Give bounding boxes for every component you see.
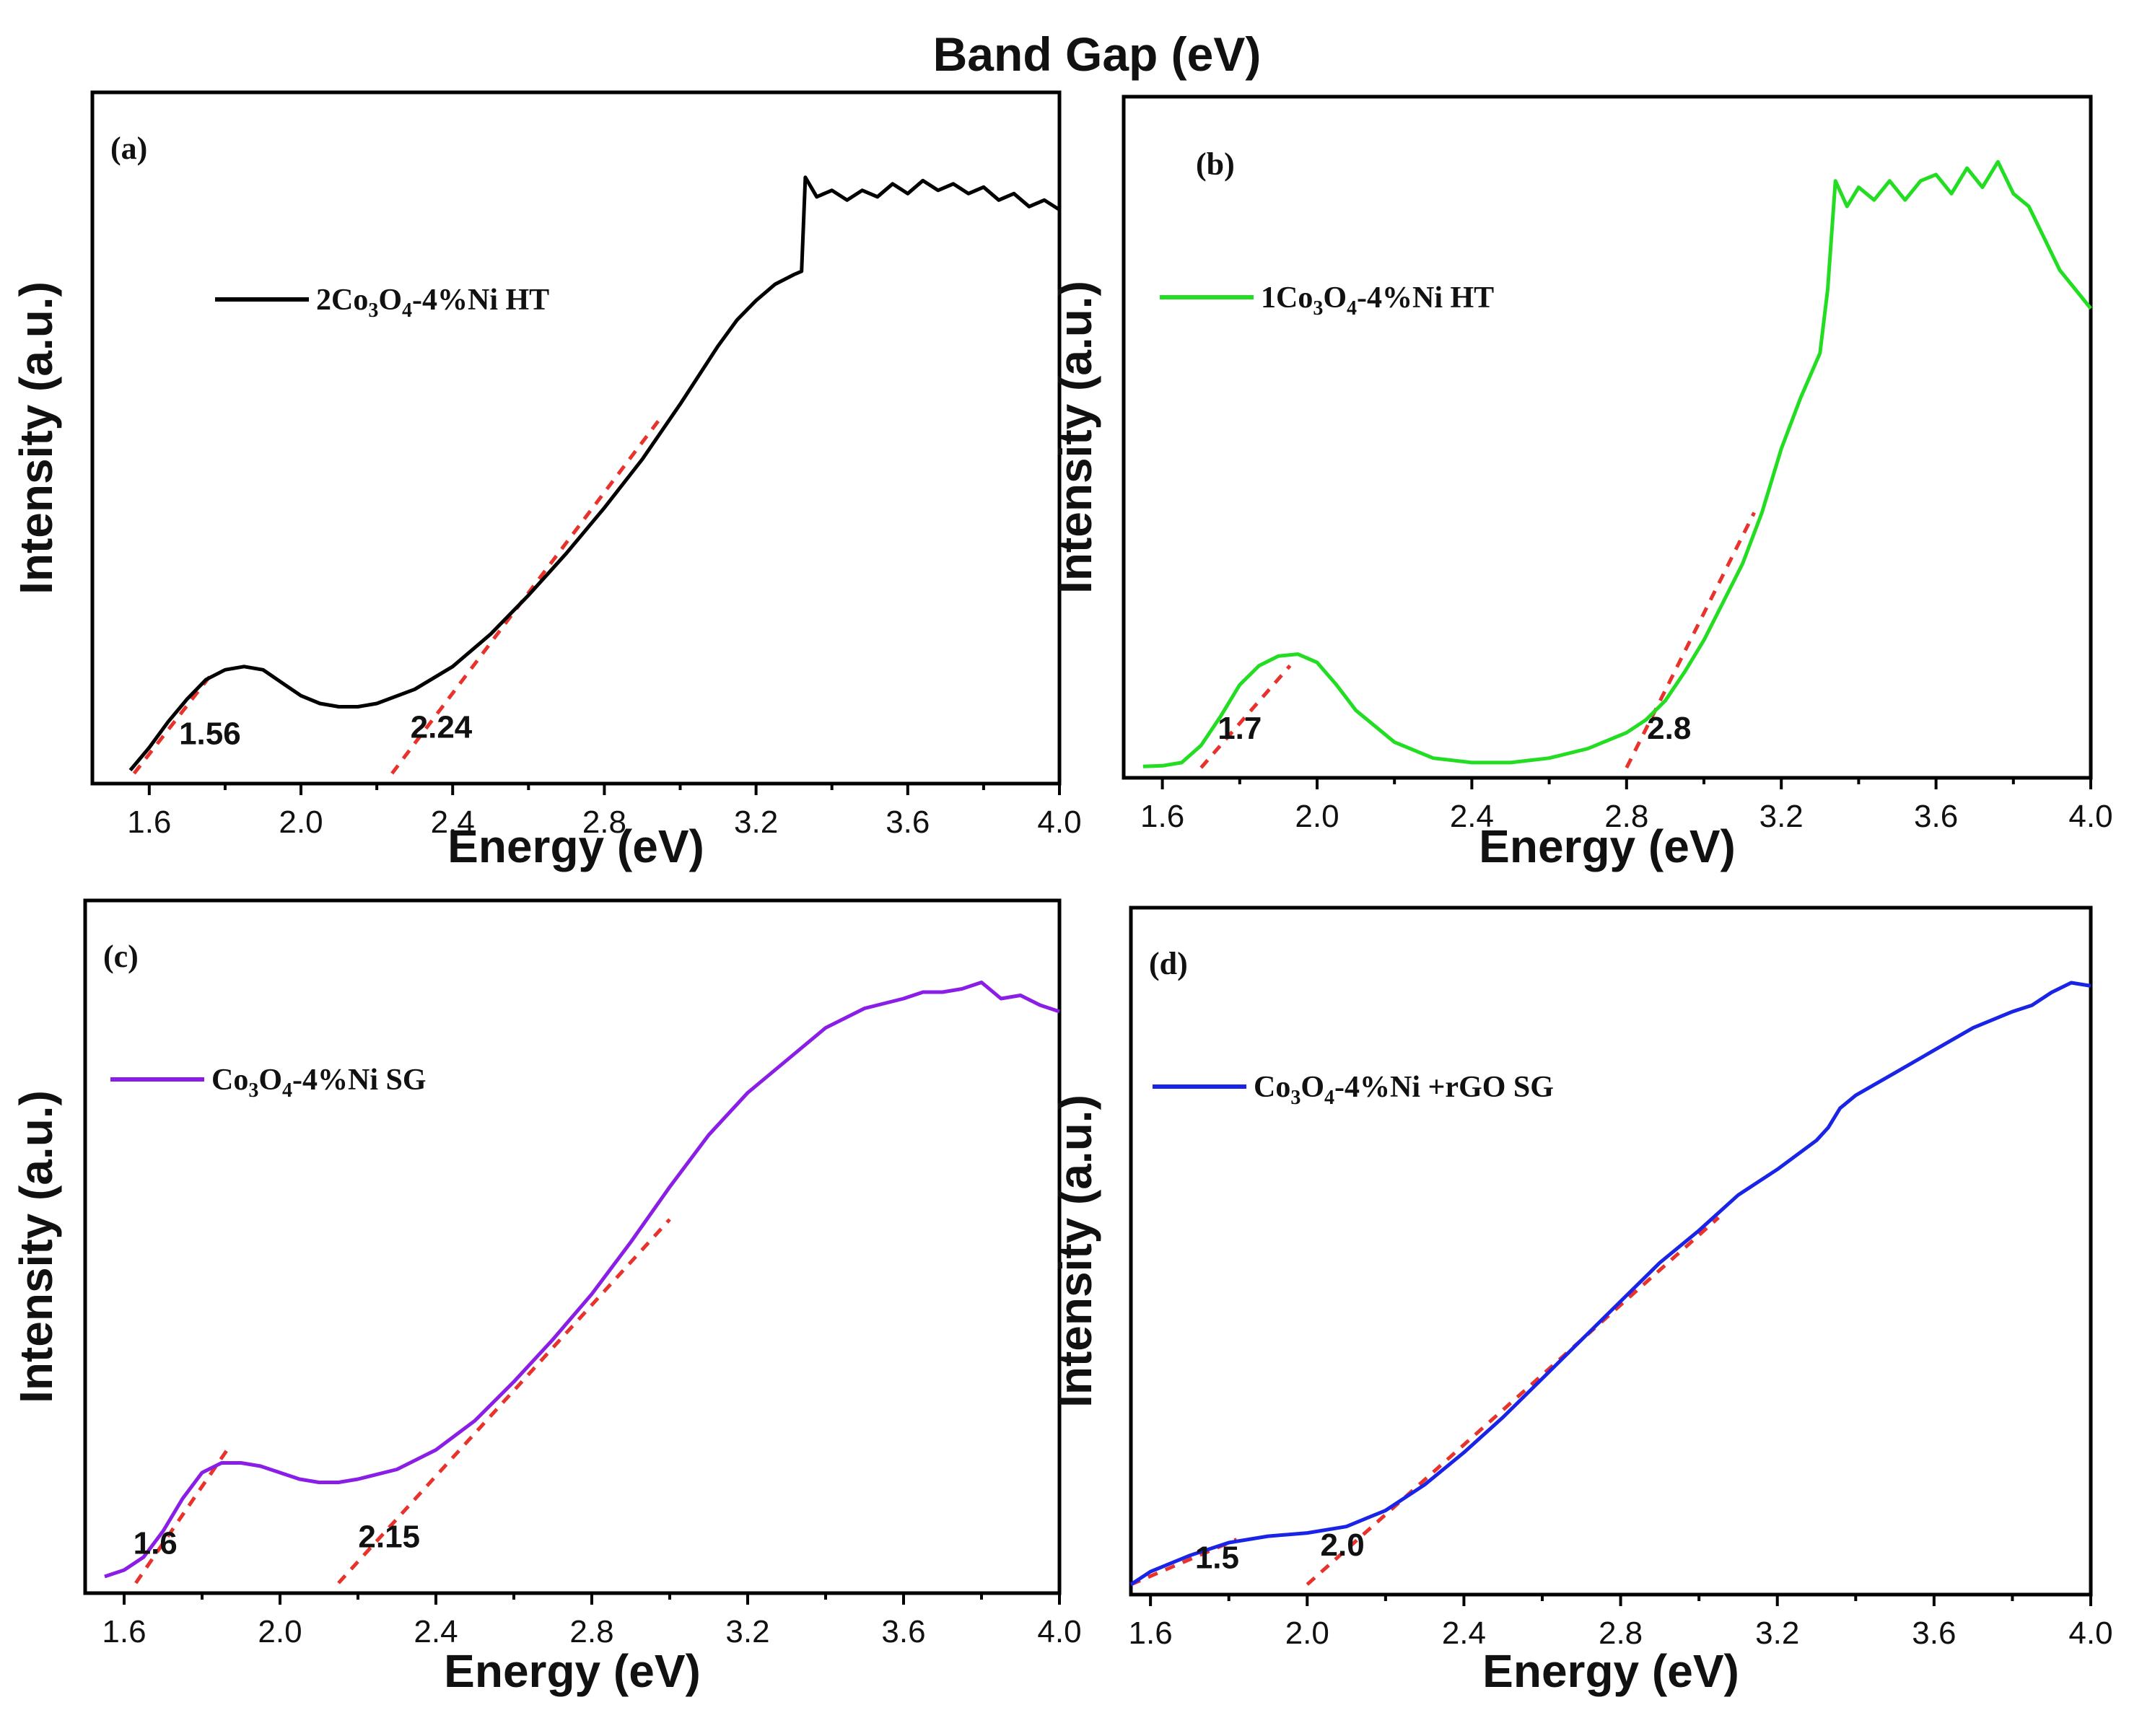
- panel-label-d: (d): [1149, 946, 1188, 981]
- legend-part-a-2: O: [378, 284, 402, 317]
- legend-part-a-4: -4%Ni HT: [412, 284, 549, 317]
- series-line-a: [128, 175, 1061, 772]
- x-tick-label-d-4: 3.2: [1755, 1616, 1799, 1651]
- x-axis-label-a: Energy (eV): [447, 820, 704, 872]
- band-gap-value-d-0: 1.5: [1195, 1540, 1239, 1576]
- tangent-line-b-0: [1199, 664, 1292, 769]
- tangent-line-b-1: [1625, 512, 1756, 769]
- panels-container: 1.6 2.0 2.4 2.8 3.2 3.6 4.0 Energy (eV) Intensit…: [10, 90, 2113, 1697]
- x-tick-label-c-2: 2.4: [414, 1614, 458, 1649]
- x-tick-label-a-0: 1.6: [127, 805, 171, 840]
- x-tick-label-a-2: 2.4: [431, 805, 475, 840]
- legend-label-d: Co3O4-4%Ni +rGO SG: [1254, 1071, 1554, 1109]
- x-tick-label-c-5: 3.6: [881, 1614, 925, 1649]
- x-tick-label-d-6: 4.0: [2068, 1616, 2112, 1651]
- x-tick-label-a-6: 4.0: [1037, 805, 1081, 840]
- band-gap-value-d-1: 2.0: [1321, 1527, 1365, 1563]
- band-gap-value-b-1: 2.8: [1647, 711, 1691, 746]
- legend-part-d-4: -4%Ni +rGO SG: [1334, 1071, 1554, 1104]
- x-tick-label-d-5: 3.6: [1912, 1616, 1956, 1651]
- x-tick-label-d-3: 2.8: [1599, 1616, 1643, 1651]
- x-tick-label-b-5: 3.6: [1914, 799, 1958, 834]
- x-axis-label-b: Energy (eV): [1479, 820, 1736, 872]
- x-tick-label-b-0: 1.6: [1140, 799, 1184, 834]
- plot-frame-b: [1122, 95, 2093, 780]
- legend-part-a-1: 3: [368, 299, 378, 322]
- band-gap-value-c-1: 2.15: [358, 1520, 420, 1555]
- legend-part-d-1: 3: [1290, 1087, 1300, 1109]
- x-tick-label-c-0: 1.6: [102, 1614, 146, 1649]
- x-tick-label-a-4: 3.2: [734, 805, 778, 840]
- series-line-b: [1142, 159, 2092, 768]
- legend-part-a-0: 2Co: [316, 284, 368, 317]
- x-axis-label-d: Energy (eV): [1482, 1645, 1739, 1697]
- legend-label-b: 1Co3O4-4%Ni HT: [1261, 281, 1494, 320]
- legend-part-d-3: 4: [1324, 1087, 1334, 1109]
- tangent-line-d-1: [1306, 1216, 1720, 1586]
- plot-frame-d: [1129, 906, 2093, 1597]
- band-gap-value-c-0: 1.6: [134, 1526, 178, 1561]
- x-tick-label-b-3: 2.8: [1604, 799, 1648, 834]
- legend-part-b-0: 1Co: [1261, 281, 1313, 315]
- panel-d: 1.6 2.0 2.4 2.8 3.2 3.6 4.0 Energy (eV) Intensit…: [1049, 906, 2113, 1697]
- legend-part-b-1: 3: [1313, 297, 1323, 320]
- plot-frame-a: [90, 90, 1062, 786]
- x-tick-label-c-3: 2.8: [569, 1614, 613, 1649]
- x-tick-label-b-1: 2.0: [1295, 799, 1339, 834]
- band-gap-value-a-1: 2.24: [411, 710, 473, 745]
- x-tick-label-b-4: 3.2: [1760, 799, 1804, 834]
- legend-part-c-2: O: [258, 1064, 282, 1097]
- legend-part-c-3: 4: [282, 1079, 292, 1102]
- tangent-line-c-0: [134, 1445, 231, 1584]
- y-axis-label-c: Intensity (a.u.): [10, 1090, 62, 1403]
- series-line-d: [1129, 981, 2091, 1587]
- x-tick-label-d-1: 2.0: [1285, 1616, 1329, 1651]
- x-tick-label-c-1: 2.0: [258, 1614, 302, 1649]
- legend-part-d-2: O: [1300, 1071, 1324, 1104]
- y-axis-label-b: Intensity (a.u.): [1049, 281, 1101, 594]
- tangent-line-a-0: [132, 675, 211, 775]
- x-tick-label-a-5: 3.6: [886, 805, 930, 840]
- x-tick-label-a-3: 2.8: [582, 805, 626, 840]
- legend-part-b-4: -4%Ni HT: [1357, 281, 1494, 315]
- tangent-line-c-1: [337, 1218, 671, 1584]
- panel-label-a: (a): [110, 131, 147, 166]
- legend-part-c-1: 3: [248, 1079, 258, 1102]
- x-tick-label-a-1: 2.0: [279, 805, 323, 840]
- x-tick-label-d-0: 1.6: [1129, 1616, 1173, 1651]
- legend-part-a-3: 4: [402, 299, 412, 322]
- legend-part-b-3: 4: [1347, 297, 1357, 320]
- panel-b: 1.6 2.0 2.4 2.8 3.2 3.6 4.0 Energy (eV) Intensit…: [1049, 95, 2113, 872]
- panel-c: 1.6 2.0 2.4 2.8 3.2 3.6 4.0 Energy (eV) Intensit…: [10, 898, 1082, 1697]
- series-line-c: [104, 981, 1060, 1579]
- panel-label-b: (b): [1196, 146, 1235, 182]
- plot-frame-c: [83, 898, 1062, 1595]
- panel-label-c: (c): [103, 939, 139, 974]
- x-tick-label-d-2: 2.4: [1442, 1616, 1486, 1651]
- panel-a: 1.6 2.0 2.4 2.8 3.2 3.6 4.0 Energy (eV) Intensit…: [10, 90, 1082, 872]
- legend-part-d-0: Co: [1254, 1071, 1290, 1104]
- x-tick-label-b-6: 4.0: [2068, 799, 2112, 834]
- x-axis-label-c: Energy (eV): [444, 1645, 701, 1697]
- legend-part-c-4: -4%Ni SG: [292, 1064, 427, 1097]
- x-tick-label-c-4: 3.2: [725, 1614, 769, 1649]
- band-gap-value-b-0: 1.7: [1218, 711, 1262, 746]
- band-gap-value-a-0: 1.56: [179, 716, 241, 752]
- y-axis-label-d: Intensity (a.u.): [1049, 1095, 1101, 1408]
- x-tick-label-c-6: 4.0: [1037, 1614, 1081, 1649]
- figure-title: Band Gap (eV): [933, 27, 1262, 81]
- legend-label-c: Co3O4-4%Ni SG: [211, 1064, 427, 1102]
- legend-part-b-2: O: [1323, 281, 1347, 315]
- legend-label-a: 2Co3O4-4%Ni HT: [316, 284, 549, 322]
- y-axis-label-a: Intensity (a.u.): [10, 281, 62, 595]
- legend-part-c-0: Co: [211, 1064, 248, 1097]
- x-tick-label-b-2: 2.4: [1450, 799, 1494, 834]
